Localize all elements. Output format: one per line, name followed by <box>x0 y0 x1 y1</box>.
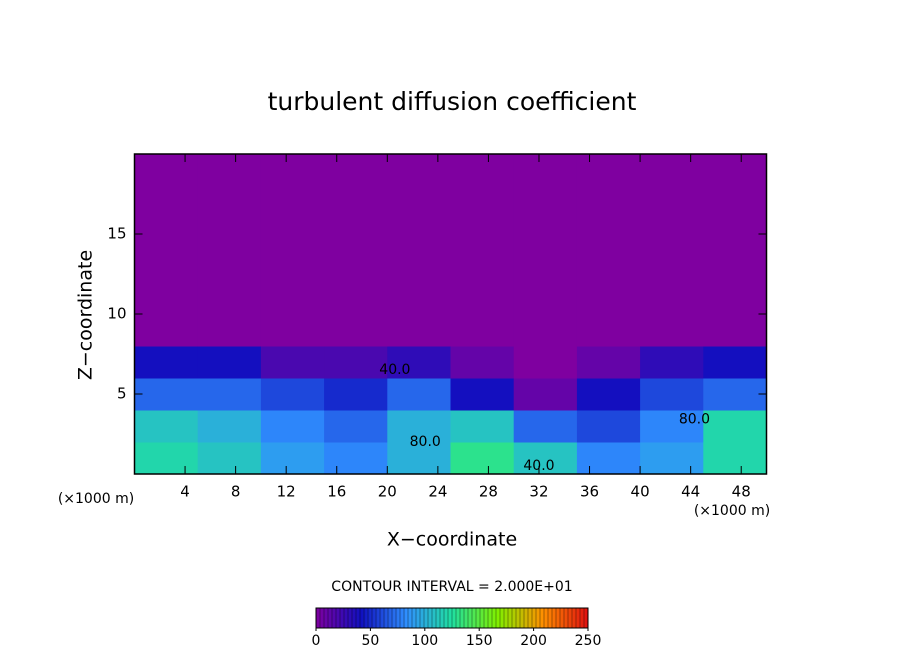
x-tick-label: 8 <box>231 483 241 501</box>
field-cell <box>197 410 262 443</box>
field-cell <box>450 410 515 443</box>
y-axis-label: Z−coordinate <box>75 250 97 380</box>
field-cell <box>260 378 325 411</box>
x-axis-label: X−coordinate <box>387 529 517 551</box>
field-cell <box>450 346 515 379</box>
field-cell <box>134 410 199 443</box>
field-cell <box>324 378 388 411</box>
y-tick-label: 5 <box>117 385 127 403</box>
x-tick-label: 48 <box>732 483 751 501</box>
field-cell <box>450 378 515 411</box>
colorbar-tick-label: 150 <box>466 633 493 649</box>
field-cell <box>324 442 388 475</box>
field-cell <box>640 410 704 443</box>
y-tick-label: 10 <box>107 305 126 323</box>
x-tick-label: 24 <box>428 483 447 501</box>
field-cell <box>640 442 704 475</box>
field-cell <box>387 378 451 411</box>
field-cell <box>576 154 641 347</box>
x-tick-label: 12 <box>277 483 296 501</box>
colorbar-tick-label: 250 <box>575 633 602 649</box>
field-cell <box>576 346 641 379</box>
field-cell <box>260 154 325 347</box>
x-tick-label: 44 <box>681 483 700 501</box>
field-cell <box>197 378 262 411</box>
field-cell <box>260 410 325 443</box>
field-cell <box>197 442 262 475</box>
y-unit: (×1000 m) <box>58 491 134 507</box>
x-unit: (×1000 m) <box>694 503 770 519</box>
field-cell <box>197 154 262 347</box>
colorbar-tick-label: 100 <box>411 633 438 649</box>
field-cell <box>324 154 388 347</box>
field-cell <box>134 442 199 475</box>
x-tick-label: 28 <box>479 483 498 501</box>
colorbar <box>315 607 589 629</box>
field-cell <box>513 346 578 379</box>
field-cell <box>513 378 578 411</box>
x-tick-label: 20 <box>378 483 397 501</box>
x-tick-label: 16 <box>327 483 346 501</box>
field-cell <box>640 346 704 379</box>
field-cell <box>260 442 325 475</box>
field-cell <box>513 442 578 475</box>
field-cell <box>703 410 767 443</box>
field-cell <box>576 410 641 443</box>
contour-label: 80.0 <box>410 434 441 450</box>
field-cell <box>576 378 641 411</box>
field-cell <box>703 378 767 411</box>
contour-label: 40.0 <box>379 362 410 378</box>
field-cell <box>450 442 515 475</box>
field-cell <box>260 346 325 379</box>
field-cell <box>703 442 767 475</box>
field-cell <box>387 410 451 443</box>
y-tick-label: 15 <box>107 225 126 243</box>
field-cell <box>324 346 388 379</box>
field-cell <box>134 154 199 347</box>
field-cell <box>134 378 199 411</box>
chart-title: turbulent diffusion coefficient <box>268 87 637 116</box>
field-cell <box>134 346 199 379</box>
field-cell <box>640 154 704 347</box>
field-cell <box>703 346 767 379</box>
x-tick-label: 4 <box>180 483 190 501</box>
field-cell <box>576 442 641 475</box>
contour-interval: CONTOUR INTERVAL = 2.000E+01 <box>331 579 572 595</box>
field-cell <box>450 154 515 347</box>
field-cell <box>197 346 262 379</box>
x-tick-label: 40 <box>631 483 650 501</box>
x-tick-label: 36 <box>580 483 599 501</box>
contour-label: 80.0 <box>679 412 710 428</box>
x-tick-label: 32 <box>529 483 548 501</box>
field-cell <box>513 410 578 443</box>
field-cell <box>387 442 451 475</box>
field-cell <box>640 378 704 411</box>
colorbar-tick-label: 200 <box>520 633 547 649</box>
field-cell <box>387 154 451 347</box>
field-cell <box>513 154 578 347</box>
field-cell <box>324 410 388 443</box>
field-cell <box>387 346 451 379</box>
colorbar-tick-label: 50 <box>361 633 379 649</box>
field-cell <box>703 154 767 347</box>
colorbar-tick-label: 0 <box>312 633 321 649</box>
